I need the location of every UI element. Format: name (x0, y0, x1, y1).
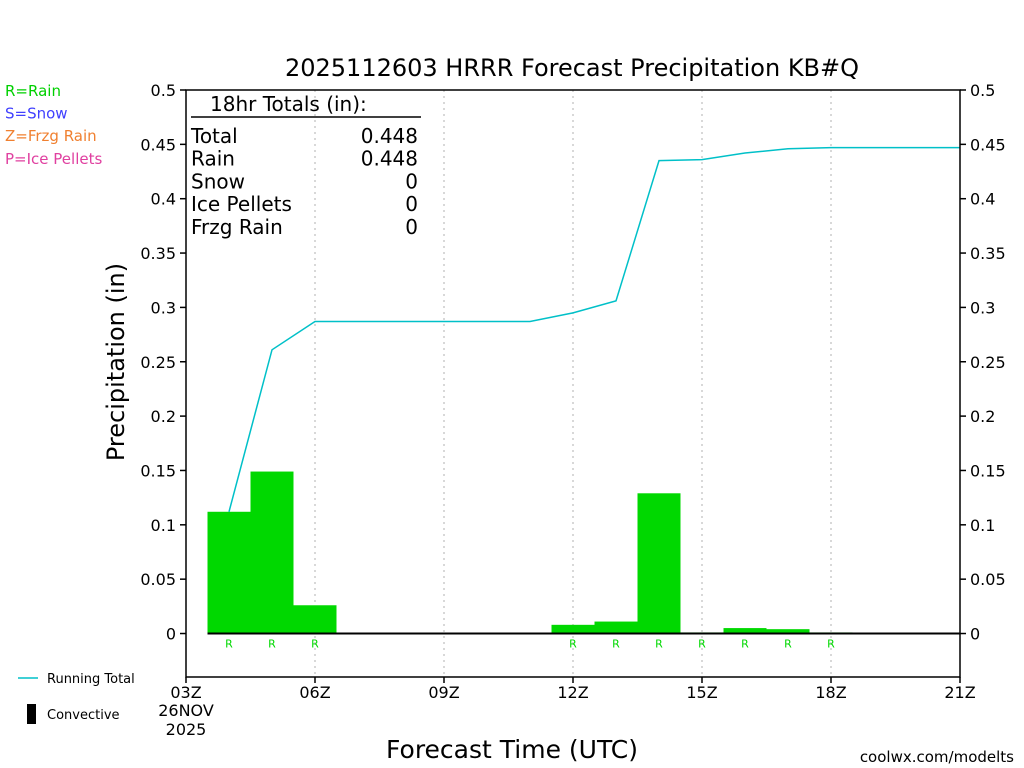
y-tick-label-left: 0.25 (140, 353, 176, 372)
precip-type-label: R (698, 638, 706, 651)
precip-bar (594, 621, 638, 634)
totals-row-value: 0 (405, 192, 418, 216)
y-tick-label-right: 0.2 (970, 407, 995, 426)
totals-row-label: Ice Pellets (191, 192, 292, 216)
precip-type-label: R (655, 638, 663, 651)
legend-bar-swatch (27, 704, 36, 724)
y-tick-label-right: 0 (970, 625, 980, 644)
chart-title: 2025112603 HRRR Forecast Precipitation K… (285, 54, 859, 82)
totals-row-value: 0.448 (361, 147, 418, 171)
totals-row-value: 0.448 (361, 124, 418, 148)
y-tick-label-right: 0.25 (970, 353, 1006, 372)
precip-legend-item: P=Ice Pellets (5, 150, 102, 168)
x-tick-label: 21Z (944, 683, 975, 702)
y-tick-label-left: 0.15 (140, 461, 176, 480)
y-tick-label-left: 0 (166, 625, 176, 644)
y-tick-label-right: 0.15 (970, 461, 1006, 480)
y-tick-label-right: 0.45 (970, 135, 1006, 154)
precip-type-label: R (569, 638, 577, 651)
y-tick-label-left: 0.5 (151, 81, 176, 100)
precip-bar (723, 628, 767, 634)
running-total-line (228, 146, 960, 512)
series-legend-label: Running Total (47, 672, 135, 687)
y-tick-label-left: 0.35 (140, 244, 176, 263)
grid-lines (314, 90, 832, 677)
y-axis-right: 0 0.05 0.1 0.15 0.2 0.25 0.3 0.35 0.4 0.45 0.5 (960, 81, 1006, 644)
precip-type-label: R (268, 638, 276, 651)
precip-bar (250, 471, 294, 634)
y-tick-label-right: 0.3 (970, 298, 995, 317)
x-tick-label: 12Z (557, 683, 588, 702)
y-tick-label-left: 0.45 (140, 135, 176, 154)
credit-text: coolwx.com/modelts (860, 748, 1014, 766)
y-axis-label: Precipitation (in) (102, 263, 130, 461)
y-tick-label-left: 0.1 (151, 516, 176, 535)
start-date-day: 26NOV (158, 701, 214, 720)
x-tick-label: 09Z (428, 683, 459, 702)
y-tick-label-right: 0.35 (970, 244, 1006, 263)
y-tick-label-left: 0.4 (151, 190, 176, 209)
precip-bar (551, 624, 595, 634)
precip-type-label: R (784, 638, 792, 651)
x-tick-label: 03Z (170, 683, 201, 702)
y-tick-label-right: 0.1 (970, 516, 995, 535)
precip-type-legend: R=Rain S=Snow Z=Frzg Rain P=Ice Pellets (5, 82, 102, 168)
y-tick-label-left: 0.3 (151, 298, 176, 317)
totals-row-label: Rain (191, 147, 235, 171)
running-total-layer (228, 146, 960, 512)
precip-bar (766, 629, 810, 634)
totals-box: 18hr Totals (in): Total 0.448 Rain 0.448 Snow… (190, 92, 421, 239)
totals-row-label: Frzg Rain (191, 215, 283, 239)
precip-type-label: R (827, 638, 835, 651)
precip-bar (207, 511, 251, 634)
precip-type-label: R (225, 638, 233, 651)
x-tick-label: 15Z (686, 683, 717, 702)
x-axis-label: Forecast Time (UTC) (386, 735, 638, 764)
precip-type-label: R (612, 638, 620, 651)
series-legend-label: Convective (47, 708, 120, 723)
totals-row-value: 0 (405, 215, 418, 239)
x-tick-label: 06Z (299, 683, 330, 702)
y-tick-label-right: 0.05 (970, 570, 1006, 589)
start-date-year: 2025 (166, 720, 207, 739)
y-tick-label-right: 0.5 (970, 81, 995, 100)
precip-type-label: R (311, 638, 319, 651)
precip-bar (637, 493, 681, 634)
y-tick-label-left: 0.2 (151, 407, 176, 426)
precip-bar (293, 605, 337, 634)
totals-row-label: Snow (191, 169, 245, 193)
precip-legend-item: S=Snow (5, 105, 68, 123)
y-axis-left: 0 0.05 0.1 0.15 0.2 0.25 0.3 0.35 0.4 0.45 0.5 (140, 81, 186, 644)
totals-row-value: 0 (405, 169, 418, 193)
series-legend: Running Total Convective (18, 672, 135, 724)
totals-row-label: Total (190, 124, 238, 148)
x-tick-label: 18Z (815, 683, 846, 702)
precip-legend-item: Z=Frzg Rain (5, 127, 97, 145)
totals-header: 18hr Totals (in): (210, 92, 367, 116)
precip-legend-item: R=Rain (5, 82, 61, 100)
y-tick-label-right: 0.4 (970, 190, 995, 209)
precip-type-label: R (741, 638, 749, 651)
y-tick-label-left: 0.05 (140, 570, 176, 589)
